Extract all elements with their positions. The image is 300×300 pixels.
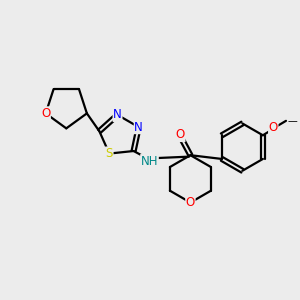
Text: —: — [287,116,297,126]
Text: O: O [176,128,185,142]
Text: O: O [268,121,278,134]
Text: N: N [113,108,122,122]
Text: NH: NH [141,154,158,168]
Text: N: N [134,121,143,134]
Text: S: S [106,147,113,160]
Text: O: O [41,107,50,120]
Text: O: O [186,196,195,209]
